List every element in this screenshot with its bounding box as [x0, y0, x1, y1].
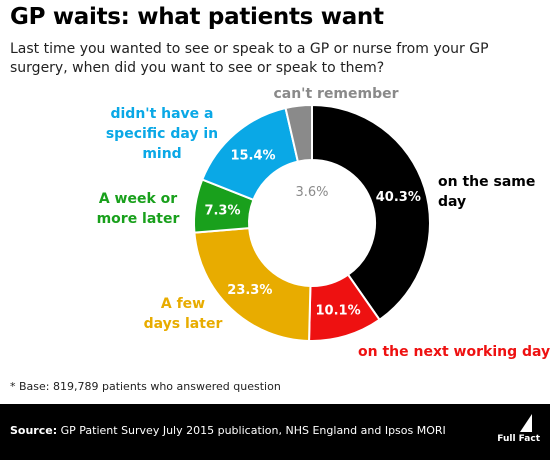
- category-label-didn-t-have-a-specific-day-in-mind: didn't have a specific day in mind: [106, 106, 218, 162]
- source-line: Source: GP Patient Survey July 2015 publ…: [10, 424, 446, 437]
- chart-subtitle: Last time you wanted to see or speak to …: [10, 41, 489, 76]
- footer: Source: GP Patient Survey July 2015 publ…: [0, 404, 550, 460]
- footnote: * Base: 819,789 patients who answered qu…: [10, 380, 281, 393]
- category-label-on-the-next-working-day: on the next working day: [358, 344, 550, 360]
- donut-chart: 40.3% on the same day 10.1% on the next work…: [97, 86, 550, 360]
- value-label-didn-t-have-a-specific-day-in-mind: 15.4%: [230, 148, 275, 163]
- category-label-can-t-remember: can't remember: [273, 86, 398, 102]
- value-label-a-week-or-more-later: 7.3%: [204, 204, 240, 219]
- slice-on-the-same-day: [311, 103, 431, 322]
- source-label: Source:: [10, 424, 58, 437]
- slice-a-few-days-later: [193, 227, 312, 342]
- value-label-can-t-remember: 3.6%: [295, 185, 328, 200]
- slice-can-t-remember: [284, 103, 313, 163]
- full-fact-logo-icon: [520, 414, 532, 432]
- value-label-on-the-same-day: 40.3%: [376, 190, 421, 205]
- category-label-a-week-or-more-later: A week or more later: [97, 191, 180, 227]
- brand-name: Full Fact: [497, 434, 540, 444]
- value-label-on-the-next-working-day: 10.1%: [316, 304, 361, 319]
- category-label-a-few-days-later: A few days later: [144, 296, 223, 332]
- category-label-on-the-same-day: on the same day: [438, 174, 535, 210]
- chart-title: GP waits: what patients want: [10, 4, 384, 30]
- source-text: GP Patient Survey July 2015 publication,…: [57, 424, 446, 437]
- value-label-a-few-days-later: 23.3%: [227, 283, 272, 298]
